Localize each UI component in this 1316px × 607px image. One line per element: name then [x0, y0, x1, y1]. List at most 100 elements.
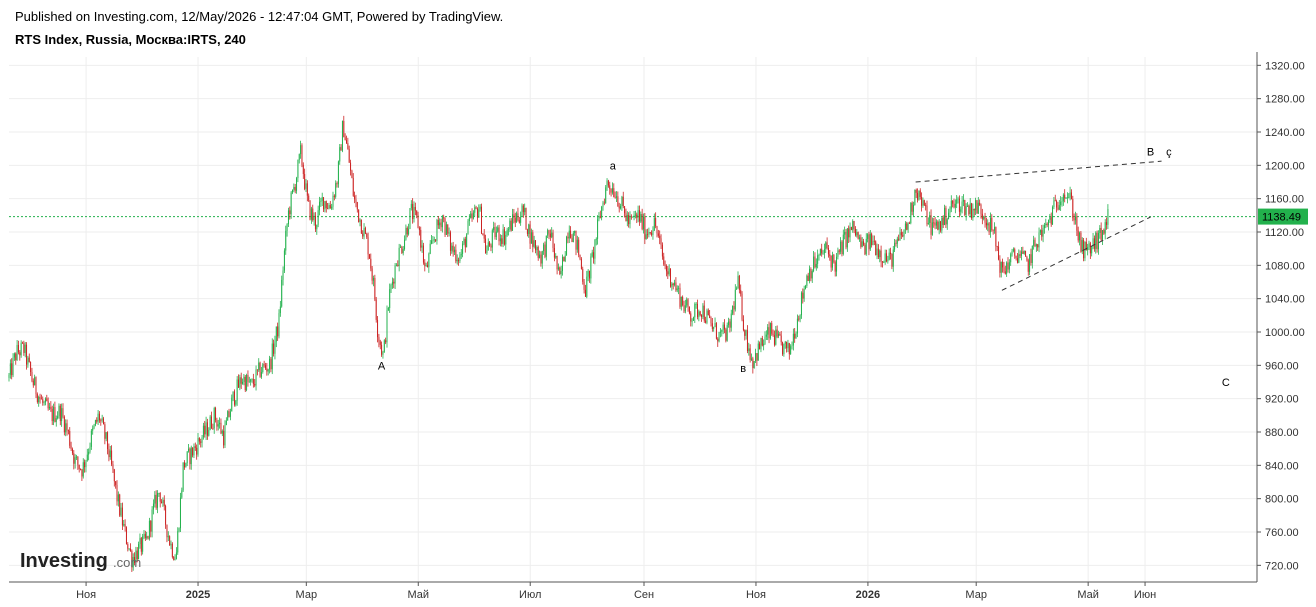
- candle-body: [66, 423, 68, 431]
- candle-body: [306, 183, 308, 196]
- candle-body: [474, 207, 476, 213]
- candle-body: [364, 228, 366, 234]
- candle-body: [32, 380, 34, 386]
- candle-body: [1075, 216, 1076, 221]
- candle-body: [244, 376, 246, 391]
- candle-body: [294, 187, 296, 191]
- candle-body: [814, 256, 816, 268]
- candle-body: [136, 550, 138, 560]
- candle-body: [285, 230, 287, 251]
- candle-body: [540, 254, 542, 264]
- candle-body: [246, 375, 248, 391]
- candle-body: [49, 406, 50, 409]
- candle-body: [782, 342, 784, 355]
- candle-body: [165, 505, 167, 525]
- candle-body: [362, 233, 364, 237]
- candle-body: [69, 431, 71, 446]
- candle-body: [972, 208, 974, 219]
- candle-body: [648, 232, 650, 235]
- candle-body: [297, 159, 299, 179]
- candle-body: [692, 317, 694, 321]
- candle-body: [236, 379, 238, 401]
- candle-body: [159, 492, 161, 502]
- candle-body: [232, 391, 234, 398]
- candle-body: [718, 332, 720, 342]
- candle-body: [764, 336, 766, 344]
- candle-body: [348, 149, 350, 163]
- candle-body: [552, 232, 554, 249]
- candle-body: [884, 253, 886, 263]
- candle-body: [278, 313, 280, 337]
- candle-body: [961, 201, 963, 210]
- y-tick-label: 1200.00: [1265, 160, 1305, 172]
- investing-logo: Investing .com: [20, 550, 141, 572]
- candle-body: [950, 200, 952, 209]
- candle-body: [711, 323, 713, 330]
- candle-body: [275, 326, 277, 342]
- candle-body: [35, 377, 37, 395]
- candle-body: [439, 222, 441, 226]
- candle-body: [1038, 232, 1040, 248]
- candle-body: [308, 195, 310, 201]
- candle-body: [660, 238, 662, 245]
- candle-body: [1057, 207, 1059, 210]
- candle-body: [166, 524, 168, 538]
- candle-body: [167, 536, 169, 538]
- candle-body: [977, 202, 979, 214]
- candle-body: [221, 430, 223, 434]
- candle-body: [228, 411, 230, 417]
- candle-body: [842, 234, 844, 255]
- candle-body: [857, 232, 859, 239]
- candle-body: [509, 220, 511, 230]
- candle-body: [491, 230, 493, 248]
- candle-body: [417, 215, 419, 228]
- x-tick-label: Июн: [1134, 589, 1156, 601]
- candle-body: [899, 232, 901, 240]
- candle-body: [304, 174, 306, 189]
- candle-body: [22, 342, 23, 344]
- candle-body: [90, 430, 92, 447]
- candle-body: [158, 492, 160, 494]
- candle-body: [753, 361, 755, 368]
- candle-body: [89, 446, 91, 452]
- candle-body: [1079, 232, 1081, 241]
- candle-body: [992, 229, 994, 231]
- candle-body: [483, 234, 485, 239]
- y-tick-label: 1040.00: [1265, 294, 1305, 306]
- candle-body: [956, 199, 958, 204]
- candle-body: [290, 192, 292, 215]
- candle-body: [864, 244, 866, 255]
- candle-body: [105, 432, 107, 439]
- candle-body: [395, 264, 397, 266]
- candle-body: [760, 337, 762, 350]
- candle-body: [333, 195, 335, 197]
- candle-body: [1076, 216, 1078, 231]
- candle-body: [40, 398, 42, 400]
- candle-body: [987, 223, 989, 226]
- candle-body: [86, 454, 88, 461]
- x-tick-label: Мар: [965, 589, 987, 601]
- candle-body: [34, 377, 36, 386]
- candle-body: [915, 189, 917, 193]
- candle-body: [1034, 239, 1036, 247]
- candle-body: [547, 230, 549, 236]
- x-tick-label: Ноя: [746, 589, 766, 601]
- candle-body: [121, 507, 123, 526]
- candle-body: [647, 234, 649, 236]
- candle-body: [701, 314, 703, 318]
- candle-body: [532, 232, 534, 247]
- candle-body: [197, 438, 199, 455]
- candle-body: [583, 281, 585, 290]
- candle-body: [877, 248, 879, 258]
- candle-body: [448, 232, 450, 234]
- candle-body: [594, 239, 596, 259]
- candle-body: [190, 447, 192, 465]
- candle-body: [946, 219, 948, 225]
- candle-body: [518, 220, 520, 223]
- candle-body: [1066, 197, 1068, 199]
- y-tick-label: 800.00: [1265, 494, 1299, 506]
- candle-body: [211, 416, 212, 429]
- candle-body: [470, 213, 472, 218]
- candle-body: [1053, 200, 1055, 207]
